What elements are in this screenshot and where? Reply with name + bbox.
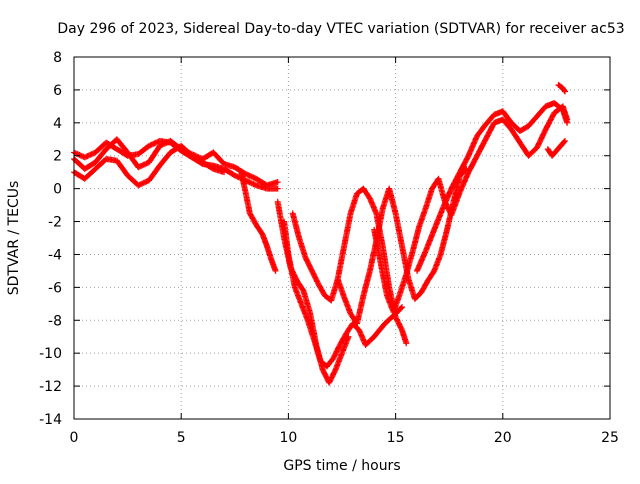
data-trace bbox=[72, 138, 280, 192]
data-trace bbox=[281, 220, 405, 369]
y-tick-label: 6 bbox=[53, 83, 62, 99]
y-tick-label: -6 bbox=[48, 280, 62, 296]
series-track-1 bbox=[71, 136, 281, 189]
y-tick-label: 2 bbox=[53, 149, 62, 165]
ticks: 0 5 10 15 20 25 -14 -12 -10 -8 -6 -4 -2 0 2 4 6 8 bbox=[39, 50, 619, 446]
y-tick-label: -2 bbox=[48, 215, 62, 231]
x-tick-label: 25 bbox=[601, 430, 619, 446]
y-tick-label: -12 bbox=[39, 379, 62, 395]
x-tick-label: 20 bbox=[494, 430, 512, 446]
x-tick-label: 15 bbox=[387, 430, 405, 446]
plot-frame bbox=[73, 56, 611, 420]
y-tick-label: 8 bbox=[53, 50, 62, 66]
data-trace bbox=[371, 104, 570, 314]
series-track-10 bbox=[414, 100, 571, 274]
y-tick-label: -14 bbox=[39, 412, 62, 428]
series-track-11 bbox=[544, 137, 568, 159]
y-tick-label: 4 bbox=[53, 116, 62, 132]
data-trace bbox=[556, 82, 568, 94]
series-track-4 bbox=[238, 169, 279, 274]
y-axis-label: SDTVAR / TECUs bbox=[6, 181, 22, 296]
data-trace bbox=[238, 170, 279, 273]
chart-title: Day 296 of 2023, Sidereal Day-to-day VTE… bbox=[57, 21, 624, 37]
x-tick-label: 5 bbox=[177, 430, 186, 446]
y-tick-label: -8 bbox=[48, 313, 62, 329]
series-track-12 bbox=[555, 81, 568, 95]
y-tick-label: 0 bbox=[53, 182, 62, 198]
x-tick-label: 10 bbox=[279, 430, 297, 446]
data-layer bbox=[71, 81, 571, 386]
x-tick-label: 0 bbox=[70, 430, 79, 446]
data-trace bbox=[414, 100, 570, 273]
y-tick-label: -4 bbox=[48, 247, 62, 263]
x-axis-label: GPS time / hours bbox=[283, 458, 400, 474]
data-trace bbox=[545, 138, 568, 158]
y-tick-label: -10 bbox=[39, 346, 62, 362]
grid bbox=[74, 57, 610, 419]
series-track-9 bbox=[371, 103, 571, 316]
